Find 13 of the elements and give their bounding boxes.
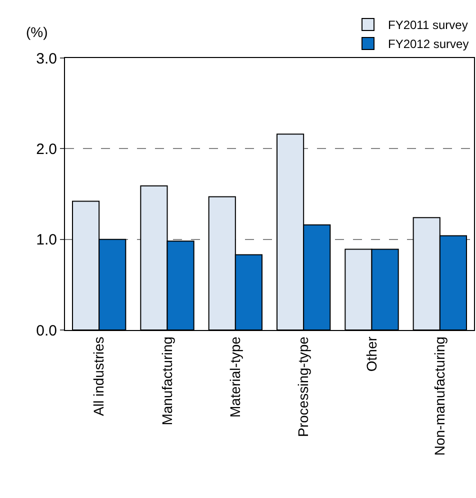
x-tick-label: Material-type bbox=[226, 336, 243, 418]
legend-label: FY2011 survey bbox=[388, 18, 468, 32]
y-tick-label: 2.0 bbox=[36, 140, 57, 158]
y-tick-label: 0.0 bbox=[36, 322, 57, 340]
legend-label: FY2012 survey bbox=[388, 37, 469, 52]
x-tick-label: Manufacturing bbox=[158, 336, 175, 426]
y-tick-label: 1.0 bbox=[36, 232, 57, 249]
y-axis-title: (%) bbox=[26, 24, 48, 40]
x-tick-label: Processing-type bbox=[295, 336, 312, 437]
x-tick-label: All industries bbox=[90, 336, 107, 416]
x-tick-label: Non-manufacturing bbox=[431, 336, 448, 456]
x-tick-label: Other bbox=[363, 336, 380, 372]
y-tick-label: 3.0 bbox=[36, 50, 57, 68]
